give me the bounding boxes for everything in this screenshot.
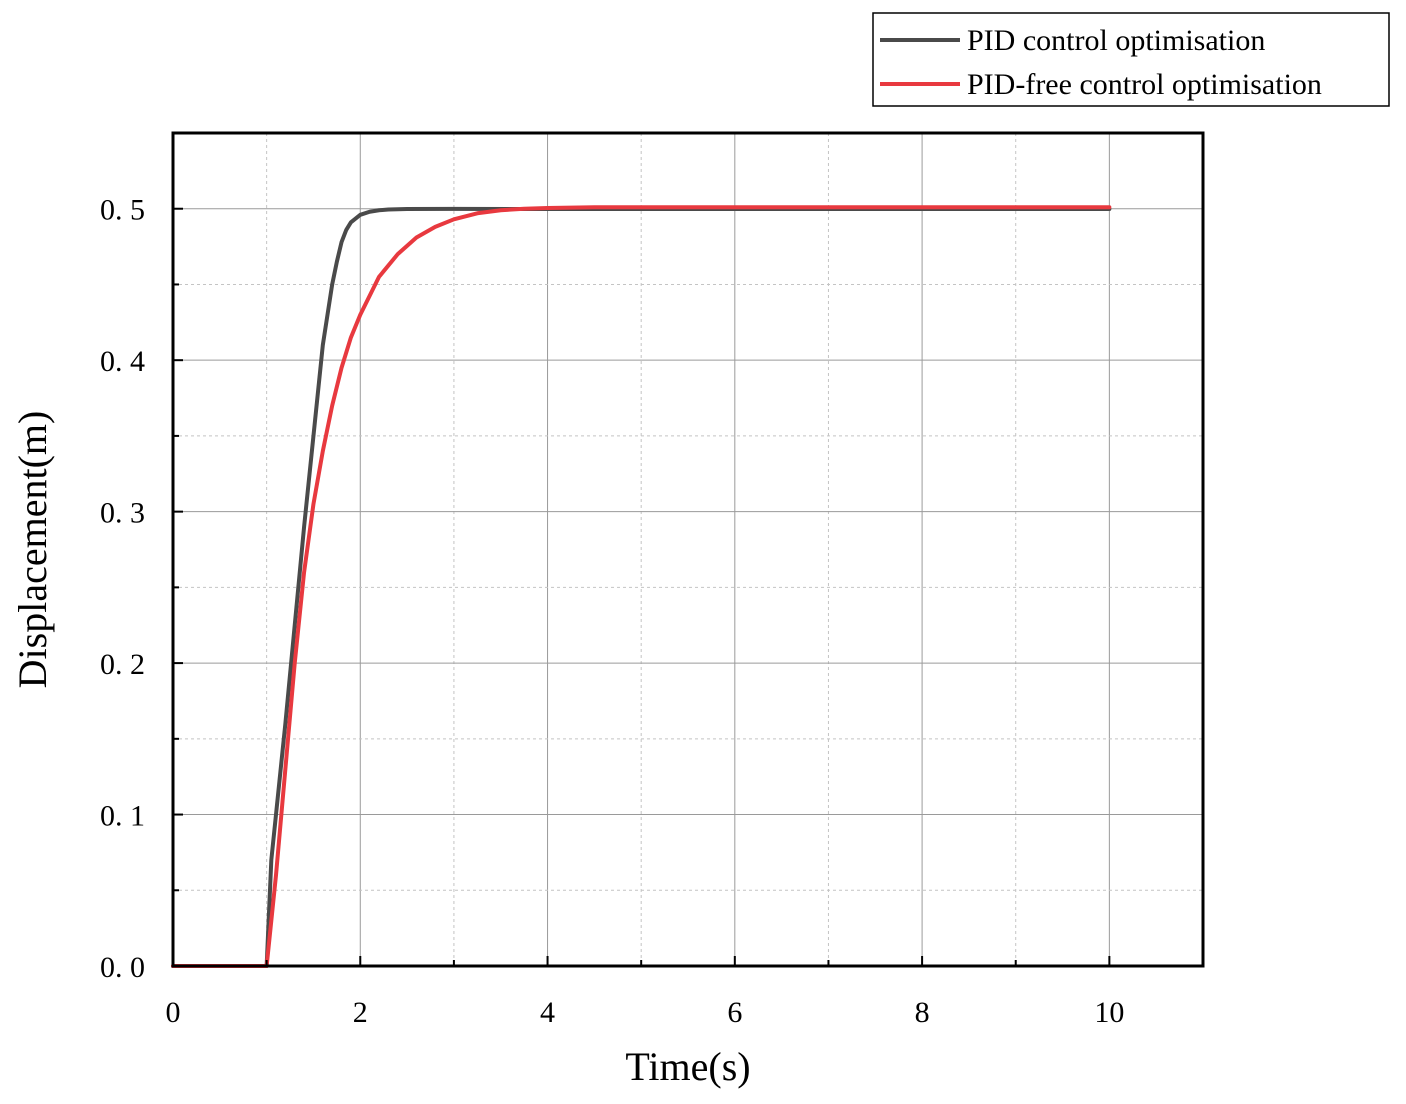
y-axis-title: Displacement(m) [10, 411, 55, 689]
x-tick-label: 8 [915, 996, 930, 1029]
x-tick-label: 4 [540, 996, 555, 1029]
x-tick-label: 6 [727, 996, 742, 1029]
legend-box [872, 12, 1390, 107]
y-tick-label: 0. 0 [100, 951, 145, 984]
plot-frame [171, 131, 1205, 968]
legend: PID control optimisation PID-free contro… [872, 12, 1390, 107]
x-axis-title: Time(s) [625, 1044, 750, 1089]
series-line-pid-free [171, 205, 1112, 968]
x-tick-label: 0 [166, 996, 181, 1029]
y-tick-label: 0. 4 [100, 345, 145, 378]
grid [173, 133, 1203, 966]
y-tick-label: 0. 2 [100, 648, 145, 681]
legend-label-pid: PID control optimisation [967, 24, 1265, 57]
legend-label-pid-free: PID-free control optimisation [967, 68, 1322, 101]
series-layer [171, 205, 1112, 968]
y-tick-label: 0. 3 [100, 497, 145, 530]
axis-ticks: 0 2 4 6 8 10 0. 0 0. 1 0. 2 0. 3 0. 4 0. 5 [100, 194, 1204, 1029]
x-tick-label: 10 [1094, 996, 1124, 1029]
y-tick-label: 0. 1 [100, 800, 145, 833]
y-tick-label: 0. 5 [100, 194, 145, 227]
x-tick-label: 2 [353, 996, 368, 1029]
